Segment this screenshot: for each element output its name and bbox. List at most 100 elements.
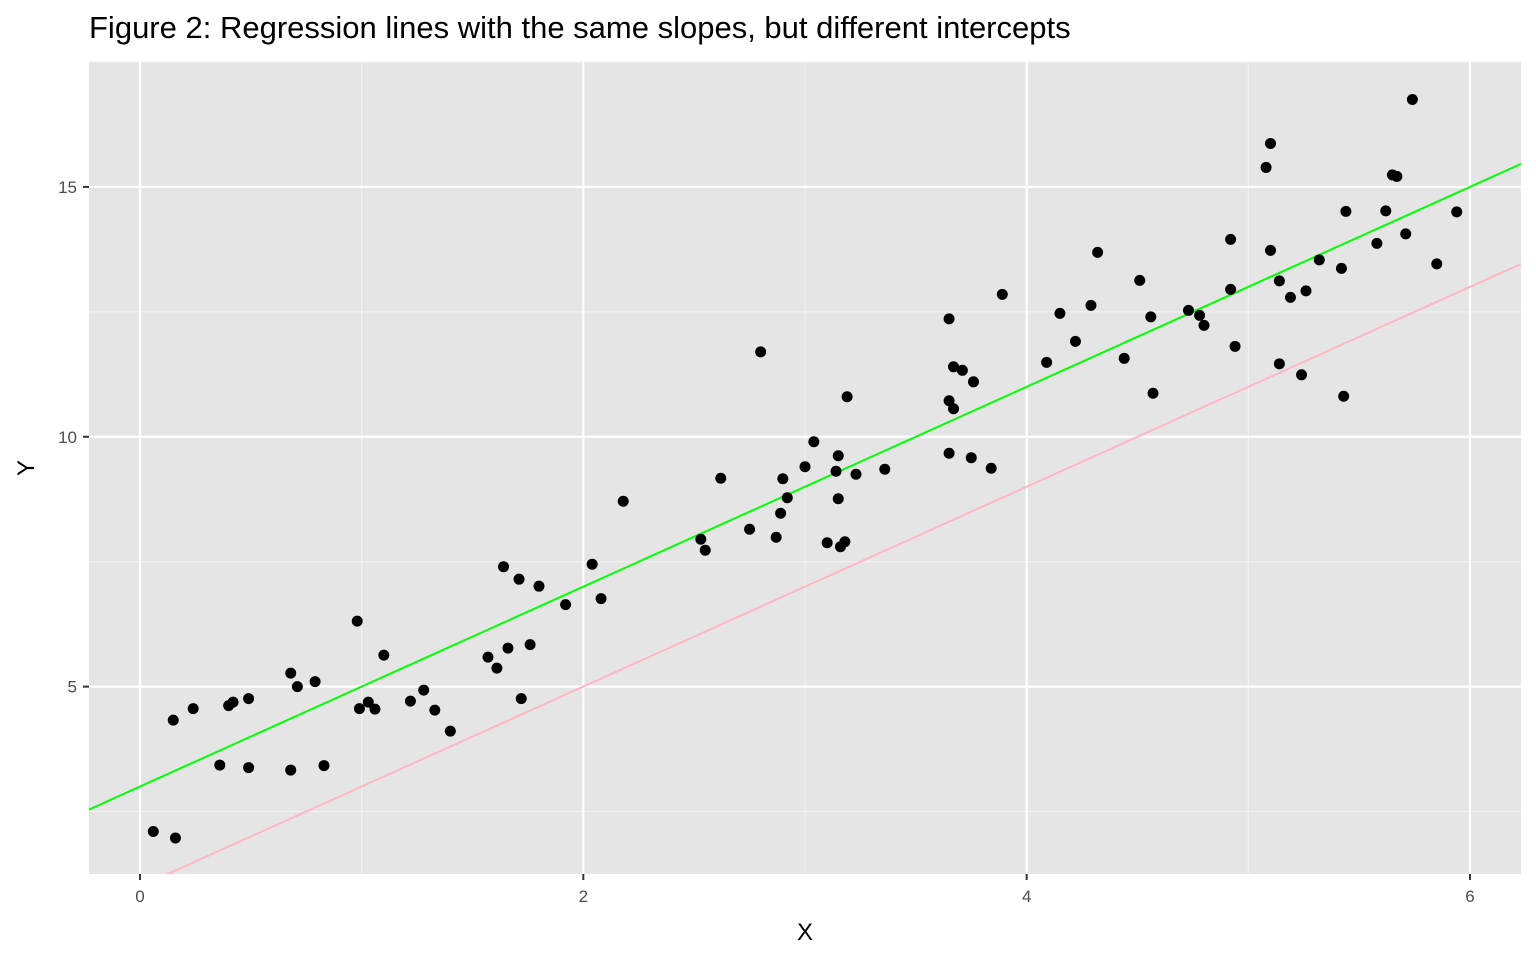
data-point [444,725,456,737]
major-gridlines [89,62,1521,874]
data-point [1229,340,1241,352]
data-point [1265,137,1277,149]
data-point [1225,283,1237,295]
data-point [1260,161,1272,173]
data-points [147,93,1463,844]
y-tick-label: 10 [58,428,77,447]
data-point [515,693,527,705]
data-point [1400,228,1412,240]
x-tick-label: 6 [1465,887,1474,906]
data-point [1198,319,1210,331]
data-point [502,642,514,654]
y-axis-title: Y [13,460,40,476]
data-point [1092,246,1104,258]
data-point [832,450,844,462]
data-point [777,473,789,485]
y-tick-label: 5 [68,678,77,697]
data-point [1340,205,1352,217]
data-point [1300,285,1312,297]
data-point [985,462,997,474]
data-point [832,493,844,505]
data-point [429,704,441,716]
data-point [799,461,811,473]
minor-gridlines [89,61,1521,874]
data-point [965,452,977,464]
data-point [1225,233,1237,245]
data-point [775,507,787,519]
x-axis: 0 2 4 6 [135,874,1475,906]
data-point [353,703,365,715]
data-point [839,536,851,548]
data-point [744,523,756,535]
data-point [285,764,297,776]
data-point [1338,390,1350,402]
data-point [1431,258,1443,270]
data-point [821,537,833,549]
data-point [1182,304,1194,316]
data-point [1391,170,1403,182]
data-point [524,639,536,651]
data-point [1371,237,1383,249]
x-axis-title: X [797,919,813,946]
x-tick-label: 2 [579,887,588,906]
data-point [1296,369,1308,381]
data-point [243,693,255,705]
data-point [482,651,494,663]
data-point [243,762,255,774]
data-point [1380,205,1392,217]
data-point [147,826,159,838]
y-axis: 5 10 15 [58,178,89,697]
data-point [498,561,510,573]
data-point [1118,352,1130,364]
data-point [1134,274,1146,286]
data-point [1273,275,1285,287]
data-point [1313,254,1325,266]
data-point [187,703,199,715]
chart-title: Figure 2: Regression lines with the same… [89,10,1071,45]
data-point [418,684,430,696]
data-point [1147,387,1159,399]
data-point [943,447,955,459]
data-point [285,667,297,679]
regression-line-2 [165,262,1521,874]
y-tick-label: 15 [58,178,77,197]
data-point [1273,358,1285,370]
data-point [781,492,793,504]
data-point [491,662,503,674]
data-point [715,472,727,484]
data-point [351,615,363,627]
data-point [167,714,179,726]
data-point [513,573,525,585]
data-point [841,391,853,403]
data-point [755,346,767,358]
data-point [850,468,862,480]
data-point [1041,356,1053,368]
data-point [560,599,572,611]
data-point [967,376,979,388]
x-tick-label: 0 [135,887,144,906]
data-point [830,465,842,477]
data-point [695,533,707,545]
data-point [1284,291,1296,303]
regression-lines [89,163,1521,874]
data-point [318,760,330,772]
data-point [948,403,960,415]
data-point [617,495,629,507]
data-point [943,395,955,407]
data-point [1406,93,1418,105]
data-point [1335,262,1347,274]
data-point [1194,309,1206,321]
data-point [879,463,891,475]
data-point [214,759,226,771]
data-point [996,288,1008,300]
data-point [1085,299,1097,311]
data-point [808,436,820,448]
data-point [169,832,181,844]
data-point [1145,311,1157,323]
x-tick-label: 4 [1022,887,1031,906]
regression-line-1 [89,163,1521,811]
data-point [943,313,955,325]
data-point [948,361,960,373]
data-point [595,593,607,605]
